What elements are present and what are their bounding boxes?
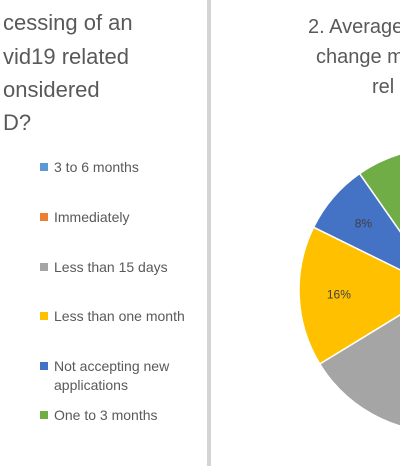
pie-data-label: 16%: [327, 288, 351, 302]
right-chart-title-line-2: change m: [316, 46, 400, 68]
left-chart-title-line-2: vid19 related: [3, 44, 129, 69]
left-chart-title-line-1: cessing of an: [3, 10, 133, 35]
legend-label: Immediately: [54, 209, 130, 225]
legend-label: Not accepting new applications: [54, 358, 170, 393]
pie-slice-less-than-15-days: [318, 314, 400, 427]
pie-data-label: 8%: [355, 216, 373, 230]
legend-swatch: [40, 312, 48, 320]
right-chart-title-line-1: 2. Average: [308, 16, 400, 38]
legend-swatch: [40, 163, 48, 171]
pie-chart: 108%16%: [298, 153, 400, 427]
legend-label: 3 to 6 months: [54, 159, 139, 175]
legend-swatch: [40, 411, 48, 419]
legend-swatch: [40, 362, 48, 370]
right-chart-panel: 2. Average change m rel 108%16%: [211, 0, 400, 466]
legend-label: Less than 15 days: [54, 259, 168, 275]
legend-label: One to 3 months: [54, 407, 158, 423]
legend-swatch: [40, 263, 48, 271]
left-chart-title-line-3: onsidered: [3, 77, 100, 102]
right-chart-title-line-3: rel: [372, 76, 395, 98]
legend-swatch: [40, 213, 48, 221]
legend-label: Less than one month: [54, 308, 185, 324]
left-chart-title-line-4: D?: [3, 110, 32, 135]
left-chart-panel: cessing of an vid19 related onsidered D?…: [0, 0, 207, 466]
